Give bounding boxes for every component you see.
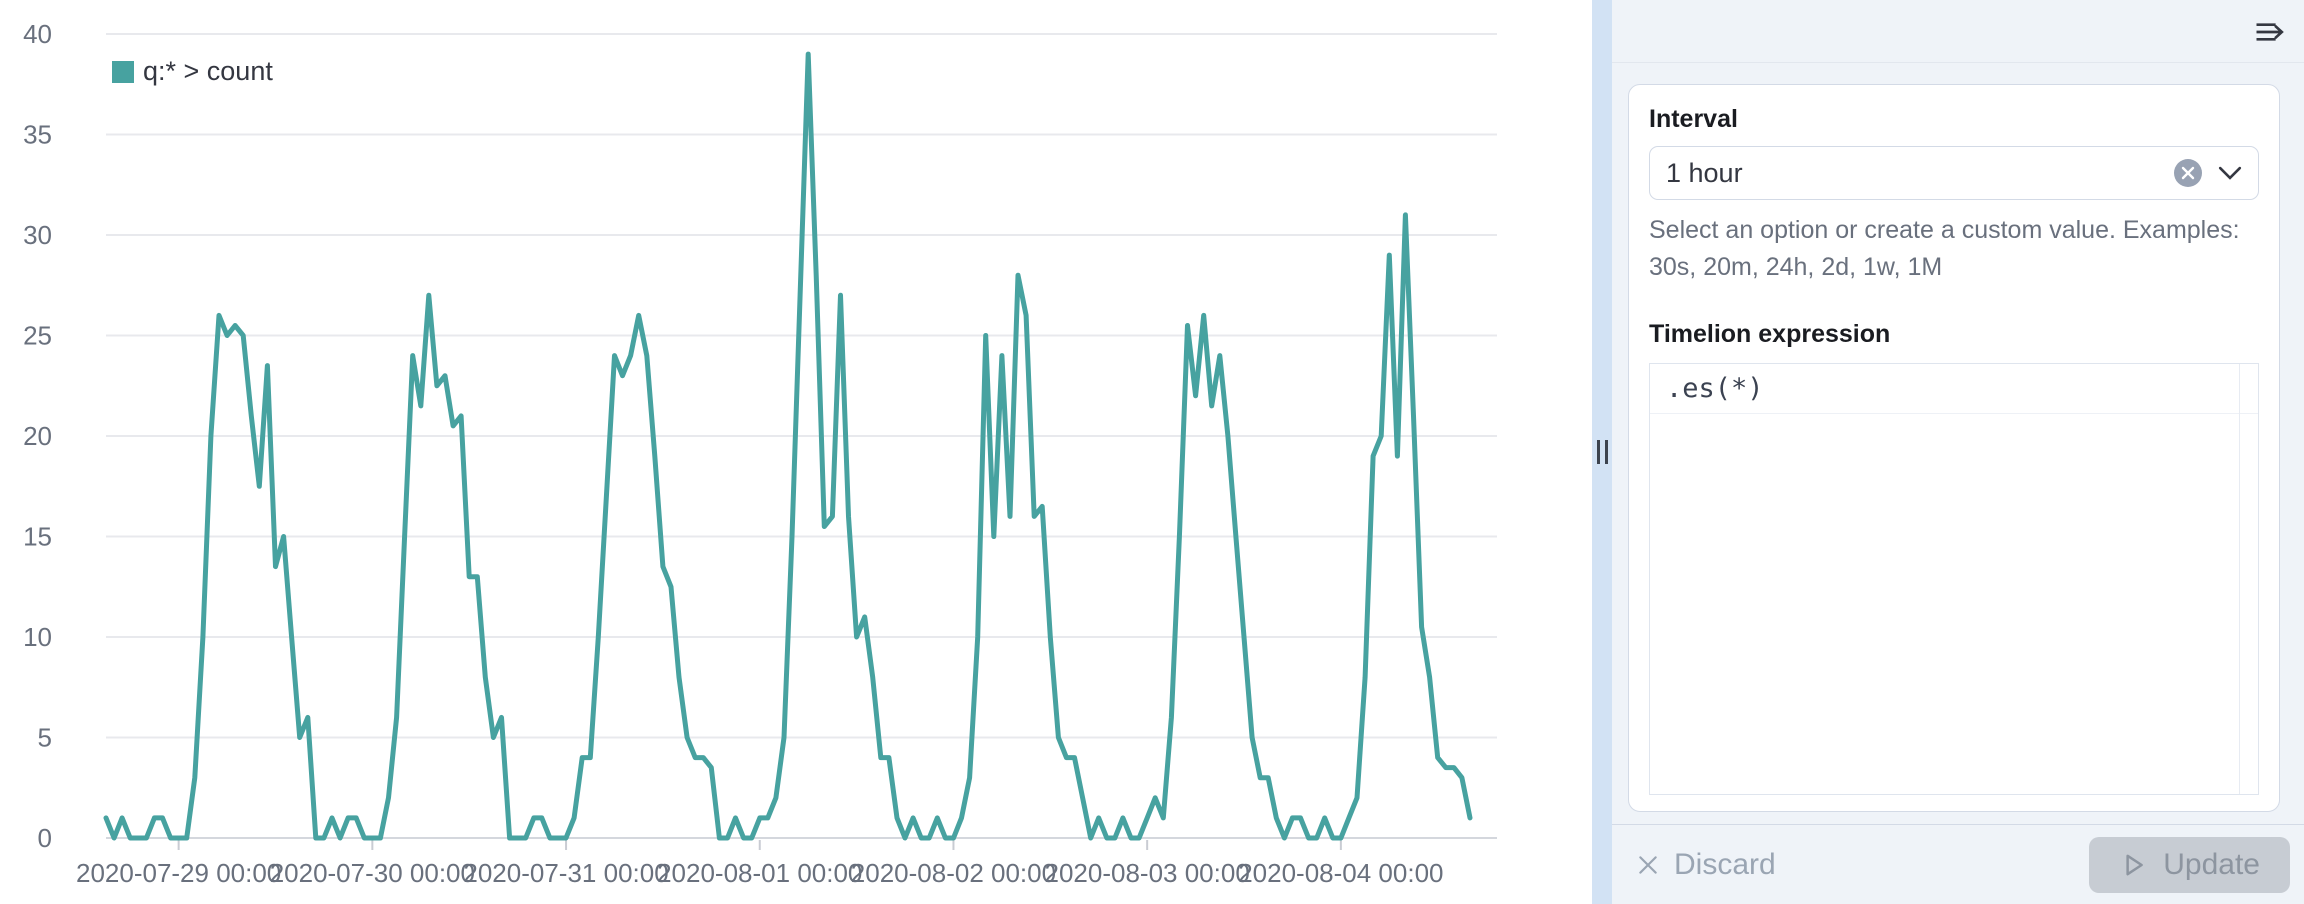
svg-text:0: 0	[38, 823, 52, 853]
legend-swatch	[112, 60, 134, 83]
interval-label: Interval	[1649, 105, 1738, 133]
clear-icon	[2181, 166, 2195, 180]
discard-label: Discard	[1674, 847, 1776, 881]
expression-label: Timelion expression	[1649, 320, 1891, 348]
chart-legend: q:* > count	[112, 56, 273, 87]
svg-text:15: 15	[23, 522, 52, 552]
toggle-panel-button[interactable]	[2248, 10, 2292, 54]
legend-label: q:* > count	[143, 56, 273, 86]
play-icon	[2126, 854, 2144, 875]
interval-select[interactable]: 1 hour	[1649, 146, 2259, 200]
interval-value: 1 hour	[1666, 157, 1743, 188]
timelion-editor-panel: Interval 1 hour Select an option or crea…	[1612, 0, 2304, 904]
svg-text:2020-08-01 00:00: 2020-08-01 00:00	[657, 858, 862, 888]
interval-help-text: Select an option or create a custom valu…	[1649, 216, 2240, 281]
svg-text:30: 30	[23, 220, 52, 250]
svg-text:20: 20	[23, 421, 52, 451]
svg-text:35: 35	[23, 120, 52, 150]
chevron-down-icon	[2218, 166, 2242, 180]
svg-text:2020-08-02 00:00: 2020-08-02 00:00	[851, 858, 1056, 888]
chart-panel: 0 5 10 15 20 25 30 35 40 2020-07-29 00:00 2020-07-…	[0, 0, 1592, 904]
svg-text:2020-07-30 00:00: 2020-07-30 00:00	[270, 858, 475, 888]
update-button[interactable]: Update	[2089, 836, 2290, 893]
svg-text:2020-07-29 00:00: 2020-07-29 00:00	[76, 858, 281, 888]
timelion-expression-editor[interactable]: .es(*)	[1649, 363, 2259, 795]
close-icon	[1639, 855, 1657, 874]
editor-scrollbar-gutter	[2239, 364, 2240, 794]
discard-button[interactable]: Discard	[1626, 842, 1786, 888]
update-label: Update	[2163, 847, 2260, 881]
svg-text:2020-07-31 00:00: 2020-07-31 00:00	[463, 858, 668, 888]
expression-code: .es(*)	[1650, 364, 2258, 414]
clear-interval-button[interactable]	[2174, 159, 2202, 187]
expression-form-card: Interval 1 hour Select an option or crea…	[1628, 84, 2280, 812]
svg-text:40: 40	[23, 19, 52, 49]
panel-resizer[interactable]	[1592, 0, 1612, 904]
svg-text:5: 5	[38, 723, 52, 753]
panel-header	[1612, 0, 2304, 63]
svg-text:2020-08-04 00:00: 2020-08-04 00:00	[1238, 858, 1443, 888]
panel-footer: Discard Update	[1612, 824, 2304, 904]
menu-right-icon	[2256, 23, 2284, 41]
svg-text:25: 25	[23, 321, 52, 351]
svg-text:2020-08-03 00:00: 2020-08-03 00:00	[1045, 858, 1250, 888]
svg-text:10: 10	[23, 622, 52, 652]
resizer-grip-icon	[1596, 440, 1608, 464]
